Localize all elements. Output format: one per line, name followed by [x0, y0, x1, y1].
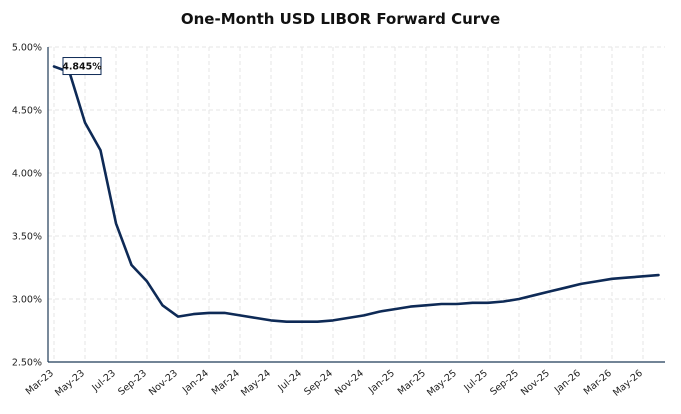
- chart-title: One-Month USD LIBOR Forward Curve: [180, 10, 501, 28]
- y-tick-label: 2.50%: [12, 358, 42, 369]
- annotation-label: 4.845%: [62, 62, 102, 73]
- y-tick-label: 3.50%: [12, 232, 42, 243]
- y-tick-label: 4.00%: [12, 169, 42, 180]
- x-tick-label: Jan-25: [366, 368, 397, 396]
- y-axis-ticks: 2.50% 3.00% 3.50% 4.00% 4.50% 5.00%: [12, 43, 42, 369]
- x-tick-label: May-26: [611, 368, 645, 399]
- x-tick-label: Jan-26: [552, 368, 583, 396]
- x-tick-label: Jul-25: [461, 368, 490, 394]
- x-tick-label: Nov-23: [147, 368, 180, 398]
- x-tick-label: Nov-25: [519, 368, 552, 398]
- grid: [48, 46, 665, 363]
- x-tick-label: Sep-23: [116, 368, 149, 398]
- x-tick-label: May-25: [425, 368, 459, 399]
- series-line: [52, 65, 660, 324]
- annotation-box: [62, 57, 102, 76]
- x-tick-label: Sep-25: [488, 368, 521, 398]
- x-tick-label: May-24: [239, 368, 273, 399]
- y-tick-label: 3.00%: [12, 295, 42, 306]
- x-tick-label: Sep-24: [302, 368, 335, 398]
- series-layer: [52, 65, 660, 324]
- x-tick-label: May-23: [53, 368, 87, 399]
- x-tick-label: Mar-25: [396, 368, 428, 398]
- y-tick-label: 5.00%: [12, 43, 42, 54]
- x-tick-label: Jul-24: [275, 368, 304, 394]
- x-tick-label: Mar-26: [582, 368, 614, 398]
- x-tick-label: Mar-23: [24, 368, 56, 398]
- x-tick-label: Nov-24: [333, 368, 366, 398]
- x-tick-label: Jul-23: [89, 368, 118, 394]
- x-tick-label: Jan-24: [180, 368, 211, 396]
- x-tick-label: Mar-24: [210, 368, 242, 398]
- annotation: 4.845%: [62, 57, 102, 76]
- y-tick-label: 4.50%: [12, 106, 42, 117]
